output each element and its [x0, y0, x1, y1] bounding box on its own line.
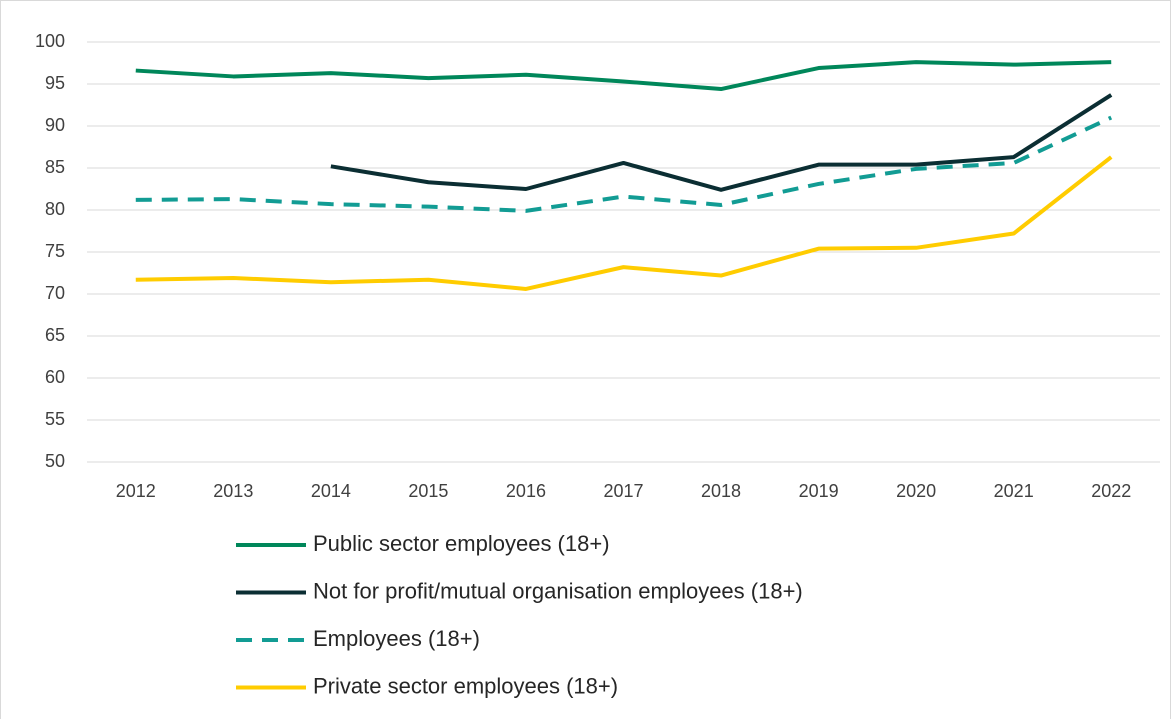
x-tick-label: 2021	[994, 481, 1034, 501]
y-tick-label: 65	[45, 325, 65, 345]
y-tick-label: 70	[45, 283, 65, 303]
x-tick-label: 2012	[116, 481, 156, 501]
x-tick-label: 2018	[701, 481, 741, 501]
legend-label: Public sector employees (18+)	[313, 531, 610, 556]
x-tick-label: 2015	[408, 481, 448, 501]
y-tick-label: 90	[45, 115, 65, 135]
x-tick-label: 2019	[799, 481, 839, 501]
series-line	[135, 155, 1113, 291]
y-tick-label: 50	[45, 451, 65, 471]
legend-label: Private sector employees (18+)	[313, 673, 618, 698]
y-tick-label: 60	[45, 367, 65, 387]
series-line	[330, 93, 1113, 192]
y-tick-label: 75	[45, 241, 65, 261]
x-tick-label: 2016	[506, 481, 546, 501]
y-tick-label: 95	[45, 73, 65, 93]
y-tick-label: 80	[45, 199, 65, 219]
series-line	[135, 115, 1113, 213]
x-tick-label: 2014	[311, 481, 351, 501]
x-tick-label: 2020	[896, 481, 936, 501]
y-tick-label: 85	[45, 157, 65, 177]
x-tick-label: 2017	[603, 481, 643, 501]
y-tick-label: 55	[45, 409, 65, 429]
x-tick-label: 2022	[1091, 481, 1131, 501]
x-tick-label: 2013	[213, 481, 253, 501]
y-tick-label: 100	[35, 31, 65, 51]
series-line	[135, 60, 1112, 92]
legend-label: Employees (18+)	[313, 626, 480, 651]
legend-label: Not for profit/mutual organisation emplo…	[313, 578, 803, 603]
